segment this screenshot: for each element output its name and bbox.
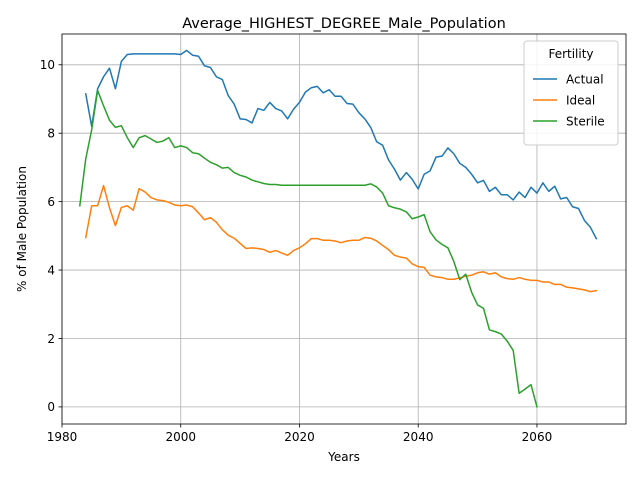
x-tick-label: 2040 [403,430,434,444]
legend-label-ideal: Ideal [566,93,595,107]
y-tick-label: 8 [47,127,55,141]
y-tick-label: 4 [47,263,55,277]
x-tick-label: 2020 [284,430,315,444]
legend-title: Fertility [548,47,593,61]
y-tick-label: 10 [40,58,55,72]
legend-label-sterile: Sterile [566,114,605,128]
legend-label-actual: Actual [566,72,604,86]
y-axis-label: % of Male Population [15,166,29,292]
legend: Fertility Actual Ideal Sterile [524,41,618,145]
y-tick-label: 0 [47,400,55,414]
y-tick-label: 6 [47,195,55,209]
x-axis-label: Years [327,450,360,464]
chart-title: Average_HIGHEST_DEGREE_Male_Population [182,16,506,32]
y-tick-label: 2 [47,332,55,346]
x-tick-label: 1980 [47,430,78,444]
x-tick-label: 2000 [165,430,196,444]
x-tick-label: 2060 [522,430,553,444]
